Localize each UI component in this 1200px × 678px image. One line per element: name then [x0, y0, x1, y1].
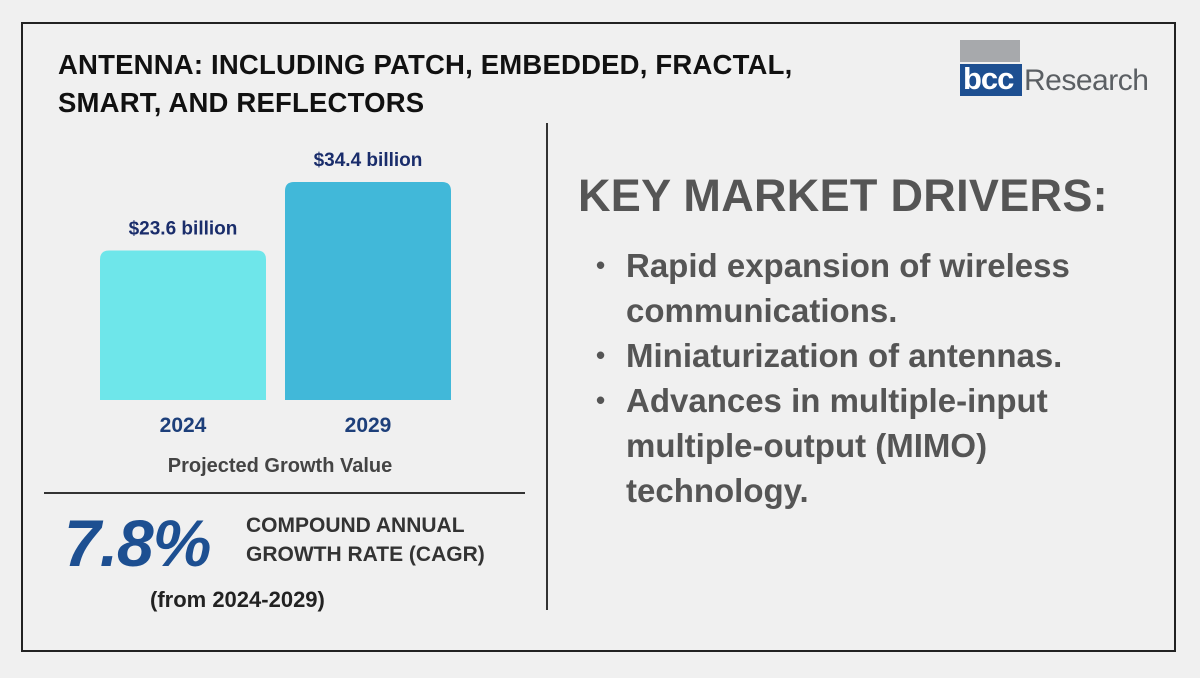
drivers-heading: KEY MARKET DRIVERS: — [578, 170, 1108, 221]
driver-item: • Miniaturization of antennas. — [596, 333, 1156, 378]
page-title: ANTENNA: INCLUDING PATCH, EMBEDDED, FRAC… — [58, 46, 878, 122]
bullet-icon: • — [596, 385, 606, 415]
cagr-range: (from 2024-2029) — [150, 587, 325, 612]
logo-gray-bar — [960, 40, 1020, 62]
x-tick-label-2029: 2029 — [345, 414, 392, 437]
bar-2029 — [285, 182, 451, 400]
driver-text: Miniaturization of antennas. — [626, 337, 1063, 374]
horizontal-divider — [44, 492, 525, 494]
logo-word-text: Research — [1024, 64, 1149, 97]
logo-mark-text: bcc — [963, 61, 1014, 96]
logo-blue-block — [960, 64, 1022, 96]
cagr-label-line-2: GROWTH RATE (CAGR) — [246, 543, 485, 566]
data-label-2029: $34.4 billion — [314, 150, 423, 171]
cagr-label: COMPOUND ANNUAL GROWTH RATE (CAGR) — [246, 511, 516, 569]
bcc-research-logo: bcc Research — [960, 38, 1149, 100]
bullet-icon: • — [596, 250, 606, 280]
x-tick-label-2024: 2024 — [160, 414, 207, 437]
cagr-label-line-1: COMPOUND ANNUAL — [246, 514, 465, 537]
driver-text: Advances in multiple-input multiple-outp… — [626, 382, 1048, 509]
vertical-divider — [546, 123, 548, 610]
driver-item: • Rapid expansion of wireless communicati… — [596, 243, 1156, 333]
data-label-2024: $23.6 billion — [129, 218, 238, 239]
title-line-1: ANTENNA: INCLUDING PATCH, EMBEDDED, FRAC… — [58, 49, 793, 80]
x-axis-label: Projected Growth Value — [168, 455, 393, 477]
cagr-value: 7.8% — [64, 506, 211, 580]
bar-2024 — [100, 250, 266, 400]
title-line-2: SMART, AND REFLECTORS — [58, 87, 425, 118]
bullet-icon: • — [596, 340, 606, 370]
drivers-list: • Rapid expansion of wireless communicati… — [596, 243, 1156, 513]
driver-text: Rapid expansion of wireless communicatio… — [626, 247, 1070, 329]
driver-item: • Advances in multiple-input multiple-out… — [596, 378, 1156, 513]
